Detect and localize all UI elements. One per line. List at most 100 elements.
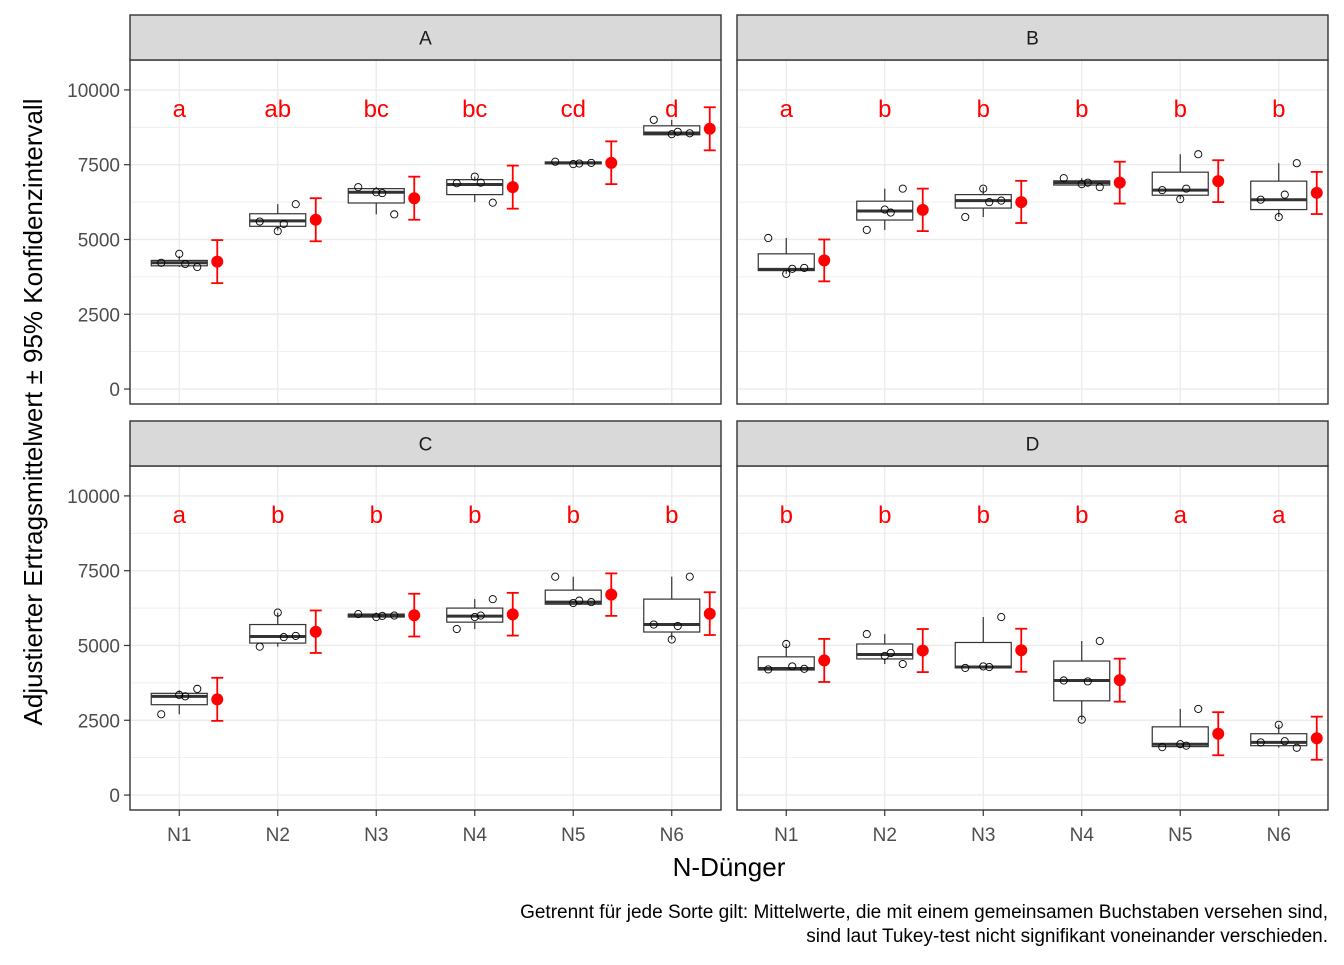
data-point xyxy=(470,172,479,181)
facet-panel-A: a ab bc bc cd d A 0 2500 5000 7500 10000 xyxy=(67,14,722,405)
data-point xyxy=(1194,704,1203,713)
cld-letter: ab xyxy=(264,96,291,123)
mean-point xyxy=(1310,186,1323,199)
mean-point xyxy=(916,644,929,657)
x-tick-label: N2 xyxy=(873,825,897,846)
data-point xyxy=(1292,159,1301,168)
data-point xyxy=(1256,738,1265,747)
mean-point xyxy=(408,192,421,205)
data-point xyxy=(181,259,190,269)
mean-point xyxy=(605,156,618,169)
data-point xyxy=(291,200,300,209)
data-point xyxy=(372,188,381,197)
data-point xyxy=(193,262,202,272)
data-point xyxy=(1280,737,1289,746)
mean-point xyxy=(309,213,322,226)
box-N2 xyxy=(856,643,914,660)
box-N6 xyxy=(643,598,701,633)
data-point xyxy=(782,269,791,278)
data-point xyxy=(997,613,1006,622)
box-N3 xyxy=(954,641,1012,669)
box-N2 xyxy=(249,623,307,644)
cld-letter: bc xyxy=(364,96,389,123)
y-tick-label: 5000 xyxy=(78,230,120,251)
mean-point xyxy=(211,693,224,706)
data-point xyxy=(979,184,988,193)
mean-point xyxy=(1212,727,1225,740)
data-point xyxy=(685,129,694,138)
caption-line: Getrennt für jede Sorte gilt: Mittelwert… xyxy=(520,902,1328,923)
data-point xyxy=(685,572,694,581)
data-point xyxy=(181,692,190,701)
cld-letter: cd xyxy=(561,96,586,123)
cld-letter: b xyxy=(468,502,481,529)
data-point xyxy=(886,648,895,658)
data-point xyxy=(279,633,288,642)
data-point xyxy=(862,630,871,639)
mean-point xyxy=(605,588,618,601)
data-point xyxy=(985,198,994,207)
data-point xyxy=(378,611,387,620)
cld-letter: b xyxy=(1075,96,1088,123)
mean-point xyxy=(309,625,322,638)
data-point xyxy=(1083,677,1092,686)
data-point xyxy=(175,690,184,699)
cld-letter: b xyxy=(878,502,891,529)
mean-point xyxy=(1310,732,1323,745)
plot-background xyxy=(737,60,1328,404)
data-point xyxy=(1176,740,1185,749)
data-point xyxy=(985,662,994,672)
data-point xyxy=(390,611,399,620)
data-point xyxy=(1280,190,1289,199)
strip-label: C xyxy=(419,435,433,456)
data-point xyxy=(1077,715,1086,724)
mean-point xyxy=(818,654,831,667)
cld-letter: a xyxy=(173,96,187,123)
data-point xyxy=(800,664,809,673)
mean-point xyxy=(916,203,929,216)
cld-letter: a xyxy=(1174,502,1188,529)
cld-letter: d xyxy=(665,96,678,123)
y-tick-label: 7500 xyxy=(78,156,120,177)
data-point xyxy=(886,208,895,217)
data-point xyxy=(587,158,596,167)
y-tick-label: 7500 xyxy=(78,562,120,583)
cld-letter: b xyxy=(977,96,990,123)
x-tick-label: N6 xyxy=(660,825,684,846)
data-point xyxy=(470,613,479,622)
cld-letter: a xyxy=(780,96,794,123)
mean-point xyxy=(1113,674,1126,687)
x-tick-label: N4 xyxy=(463,825,488,846)
data-point xyxy=(673,621,682,631)
box-N4 xyxy=(446,179,504,196)
data-point xyxy=(476,178,485,187)
data-point xyxy=(279,219,288,228)
data-point xyxy=(1059,174,1068,183)
data-point xyxy=(390,210,399,219)
data-point xyxy=(193,684,202,693)
y-tick-label: 5000 xyxy=(78,636,120,657)
strip-label: B xyxy=(1026,29,1039,50)
data-point xyxy=(488,198,497,207)
data-point xyxy=(997,196,1006,205)
y-tick-label: 2500 xyxy=(78,305,120,326)
data-point xyxy=(961,663,970,672)
data-point xyxy=(1095,636,1104,646)
data-point xyxy=(551,572,560,581)
x-tick-label: N5 xyxy=(561,825,585,846)
data-point xyxy=(575,159,584,168)
data-point xyxy=(1292,743,1301,752)
data-point xyxy=(800,263,809,272)
facet-panel-B: a b b b b b B xyxy=(736,14,1329,405)
data-point xyxy=(354,610,363,619)
strip-background xyxy=(129,420,722,467)
mean-point xyxy=(1015,196,1028,209)
x-axis-title: N-Dünger xyxy=(673,852,786,882)
data-point xyxy=(898,184,907,193)
x-tick-label: N1 xyxy=(774,825,798,846)
cld-letter: bc xyxy=(462,96,487,123)
data-point xyxy=(488,595,497,604)
plot-background xyxy=(130,466,721,810)
data-point xyxy=(1182,741,1191,750)
